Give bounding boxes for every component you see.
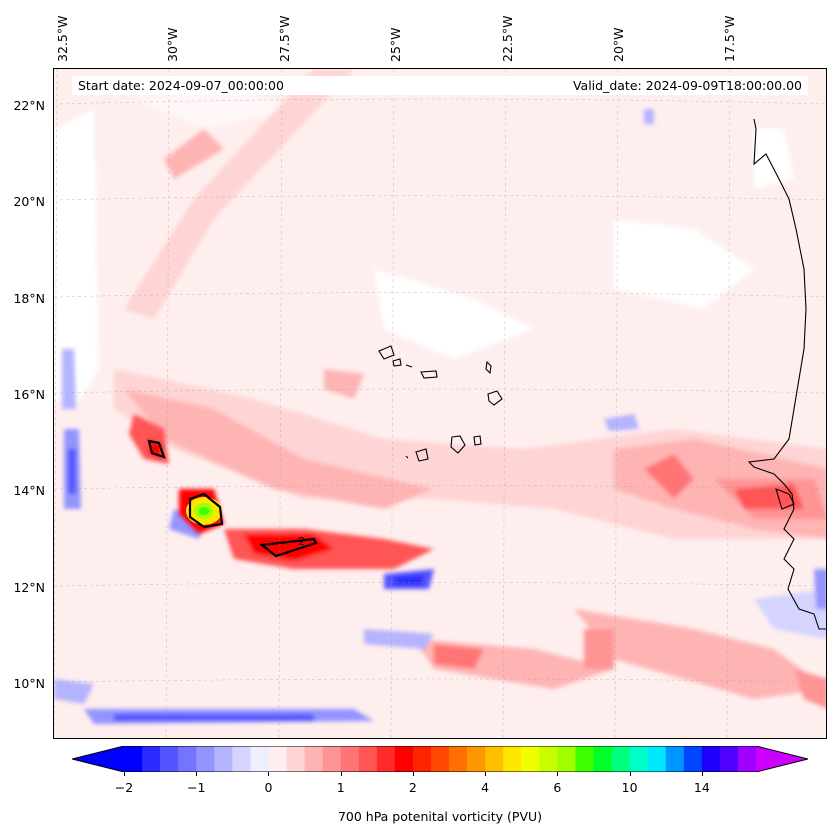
colorbar-segment — [178, 746, 197, 772]
colorbar-segment — [719, 746, 739, 772]
colorbar-tick-label: 10 — [621, 780, 638, 795]
coastline — [747, 118, 826, 630]
colorbar-segment — [701, 746, 721, 772]
pv-contours — [147, 439, 318, 558]
lon-label-22.5w: 22.5°W — [500, 15, 515, 62]
colorbar-segment — [196, 746, 215, 772]
lon-label-25w: 25°W — [388, 27, 403, 62]
colorbar-segment — [250, 746, 269, 772]
colorbar-tick-label: 14 — [693, 780, 710, 795]
colorbar-segment — [629, 746, 649, 772]
colorbar-segment — [160, 746, 179, 772]
colorbar-segment — [340, 746, 360, 772]
colorbar-tick-label: 6 — [553, 780, 562, 795]
pv-core-max — [186, 497, 222, 525]
colorbar-tick-label: −2 — [114, 780, 134, 795]
colorbar-tick-mark — [485, 772, 487, 776]
lon-label-30w: 30°W — [165, 27, 180, 62]
cape-verde-islands — [378, 345, 503, 462]
colorbar-segment — [665, 746, 685, 772]
colorbar — [72, 746, 808, 772]
colorbar-segment — [268, 746, 288, 772]
contour-label: 2 — [298, 535, 305, 548]
colorbar-segment — [521, 746, 540, 772]
colorbar-segment — [394, 746, 414, 772]
colorbar-segment — [322, 746, 342, 772]
colorbar-tick-mark — [340, 772, 342, 776]
pv-map: 2 — [53, 68, 827, 739]
lon-label-27.5w: 27.5°W — [277, 15, 292, 62]
colorbar-segment — [430, 746, 450, 772]
colorbar-tick-label: 0 — [264, 780, 273, 795]
colorbar-tick-label: 2 — [408, 780, 417, 795]
lon-label-20w: 20°W — [611, 27, 626, 62]
lat-label-22n: 22°N — [13, 98, 45, 113]
colorbar-segment — [412, 746, 432, 772]
colorbar-segment — [683, 746, 703, 772]
colorbar-segment — [124, 746, 143, 772]
colorbar-segment — [593, 746, 613, 772]
colorbar-tick-mark — [412, 772, 414, 776]
colorbar-tick-mark — [124, 772, 125, 776]
colorbar-tick-mark — [196, 772, 198, 776]
colorbar-segment — [557, 746, 576, 772]
lat-label-12n: 12°N — [13, 580, 45, 595]
lat-label-16n: 16°N — [13, 387, 45, 402]
lat-label-10n: 10°N — [13, 676, 45, 691]
colorbar-segment — [304, 746, 324, 772]
colorbar-tick-mark — [629, 772, 631, 776]
colorbar-tick-label: 4 — [481, 780, 490, 795]
pv-south-streaks — [414, 609, 826, 709]
colorbar-extend-high — [756, 746, 808, 772]
colorbar-segment — [485, 746, 504, 772]
colorbar-segment — [737, 746, 757, 772]
pv-swath — [114, 369, 826, 539]
colorbar-segment — [575, 746, 594, 772]
gridlines — [54, 69, 826, 738]
lat-label-14n: 14°N — [13, 483, 45, 498]
colorbar-tick-mark — [701, 772, 703, 776]
lat-label-18n: 18°N — [13, 291, 45, 306]
start-date-label: Start date: 2024-09-07_00:00:00 — [72, 76, 552, 95]
colorbar-segment — [611, 746, 631, 772]
colorbar-segment — [647, 746, 667, 772]
lat-label-20n: 20°N — [13, 194, 45, 209]
colorbar-tick-mark — [268, 772, 270, 776]
colorbar-extend-low — [72, 746, 124, 772]
colorbar-tick-label: 1 — [336, 780, 345, 795]
lon-label-17.5w: 17.5°W — [722, 15, 737, 62]
pv-field-svg: 2 — [54, 69, 826, 738]
colorbar-tick-label: −1 — [187, 780, 206, 795]
pv-band-northwest — [124, 69, 354, 319]
colorbar-segment — [232, 746, 251, 772]
colorbar-segment — [214, 746, 233, 772]
colorbar-segment — [286, 746, 306, 772]
low-pv-patches — [54, 89, 794, 409]
colorbar-segment — [358, 746, 378, 772]
colorbar-segment — [503, 746, 522, 772]
valid-date-label: Valid_date: 2024-09-09T18:00:00.00 — [540, 76, 808, 95]
colorbar-segment — [467, 746, 486, 772]
colorbar-segment — [449, 746, 468, 772]
lon-label-32.5w: 32.5°W — [55, 15, 70, 62]
colorbar-label: 700 hPa potenital vorticity (PVU) — [337, 809, 543, 824]
colorbar-tick-mark — [557, 772, 559, 776]
colorbar-segment — [142, 746, 161, 772]
colorbar-segment — [539, 746, 558, 772]
colorbar-segment — [376, 746, 396, 772]
